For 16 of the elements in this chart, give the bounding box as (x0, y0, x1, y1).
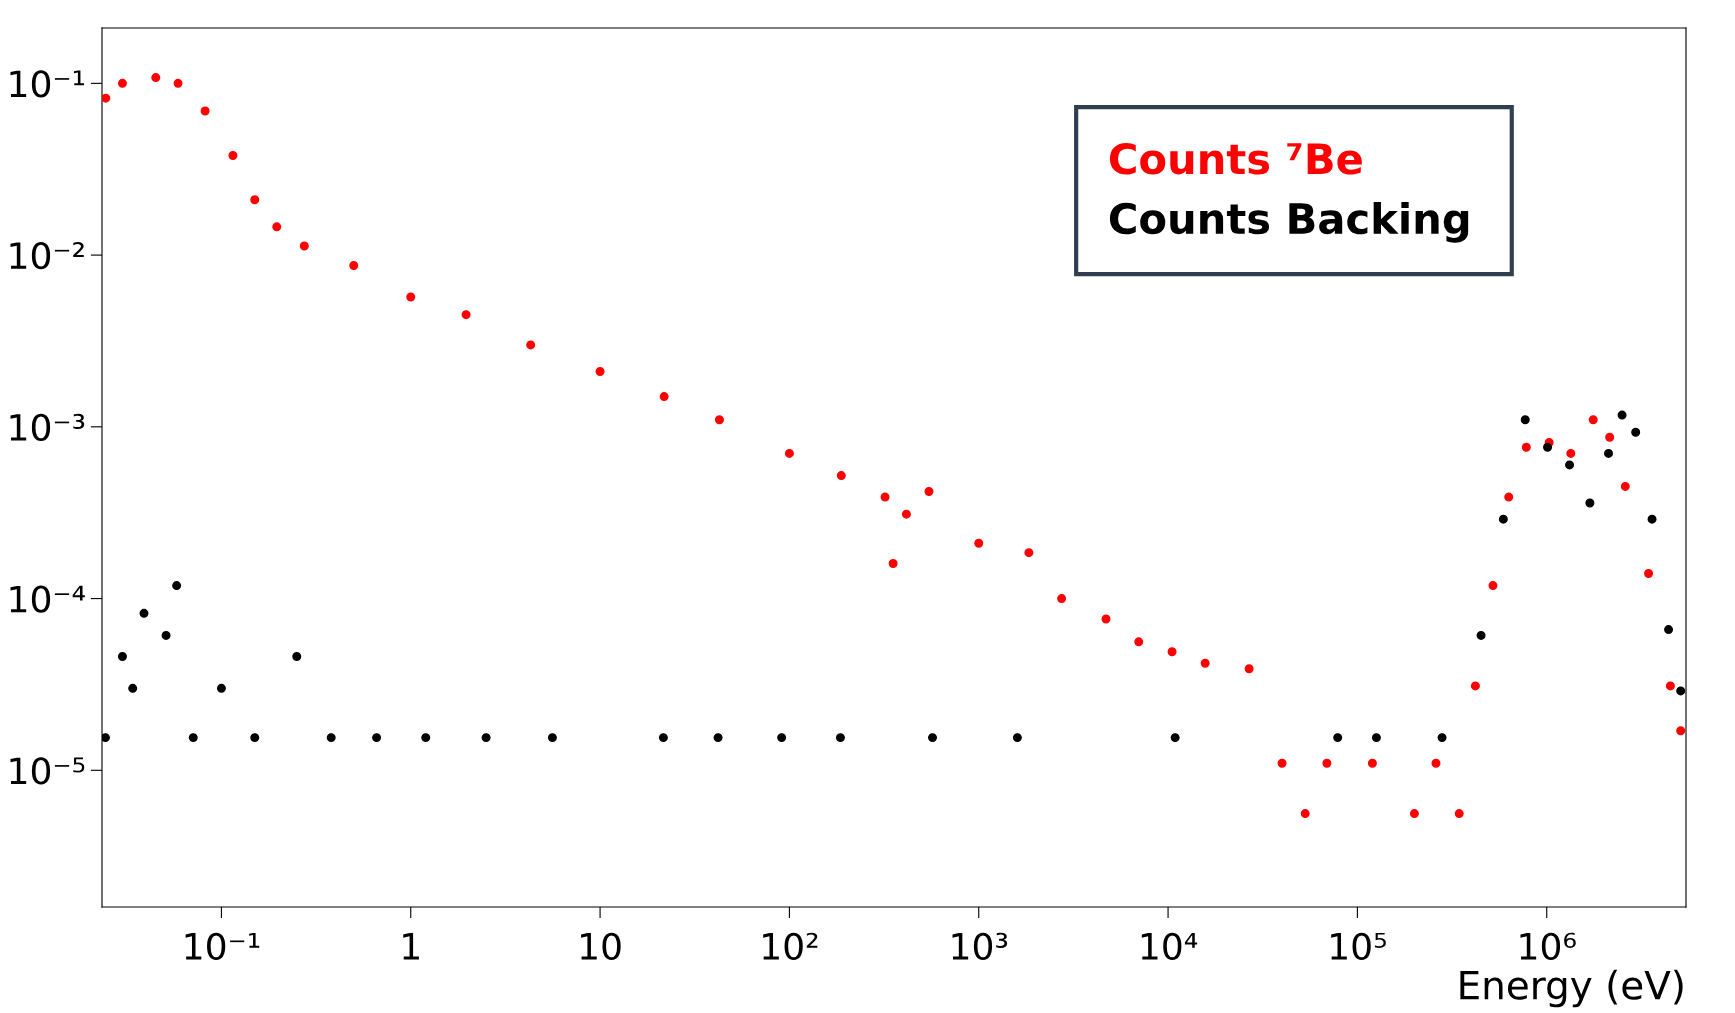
y-tick-label: 10⁻³ (10, 413, 85, 442)
y-tick-label: 10⁻¹ (10, 70, 85, 98)
x-tick-label: 10⁵ (1331, 932, 1386, 960)
x-tick-label: 10 (581, 932, 621, 960)
x-tick-label: 10² (763, 932, 818, 960)
y-tick-label: 10⁻⁵ (10, 757, 85, 785)
x-tick-label: 10⁴ (1141, 932, 1198, 960)
y-tick-label: 10⁻⁴ (10, 585, 85, 613)
x-tick-label: 10⁶ (1520, 932, 1576, 960)
x-tick-label: 10⁻¹ (185, 932, 260, 960)
text: Counts ⁷Be (1109, 143, 1362, 175)
x-tick-label: 10³ (952, 932, 1008, 960)
x-axis-title: Energy (eV) (1460, 969, 1683, 1008)
y-tick-label: 10⁻² (10, 242, 84, 270)
text: Counts Backing (1109, 202, 1469, 243)
x-tick-label: 1 (403, 933, 419, 960)
